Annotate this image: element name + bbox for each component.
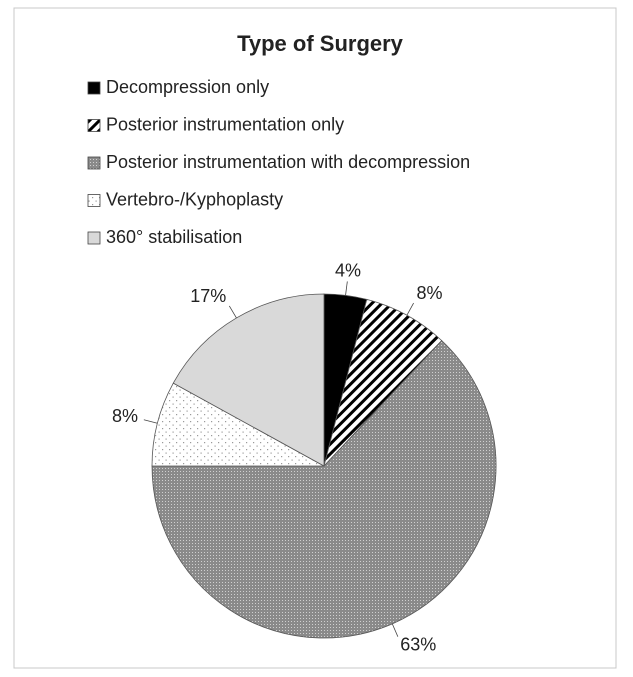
legend-label: Vertebro-/Kyphoplasty [106, 189, 283, 209]
leader-line [143, 419, 158, 424]
data-label: 8% [416, 283, 442, 303]
leader-line [228, 305, 237, 319]
legend-label: Decompression only [106, 77, 269, 97]
data-label: 8% [112, 406, 138, 426]
leader-line [406, 302, 414, 316]
data-label: 17% [190, 286, 226, 306]
leader-line [345, 281, 348, 296]
chart-title: Type of Surgery [237, 31, 404, 56]
leader-line [391, 623, 399, 637]
legend-label: Posterior instrumentation only [106, 114, 344, 134]
legend-label: Posterior instrumentation with decompres… [106, 152, 470, 172]
data-label: 63% [400, 635, 436, 655]
pie-slice [151, 340, 497, 639]
legend-swatch [87, 231, 101, 245]
data-label: 4% [335, 260, 361, 280]
legend-swatch [87, 119, 101, 132]
legend-swatch [87, 156, 101, 170]
legend-label: 360° stabilisation [106, 227, 242, 247]
pie-slice [172, 293, 325, 467]
legend-swatch [87, 194, 101, 207]
legend-swatch [87, 81, 101, 95]
